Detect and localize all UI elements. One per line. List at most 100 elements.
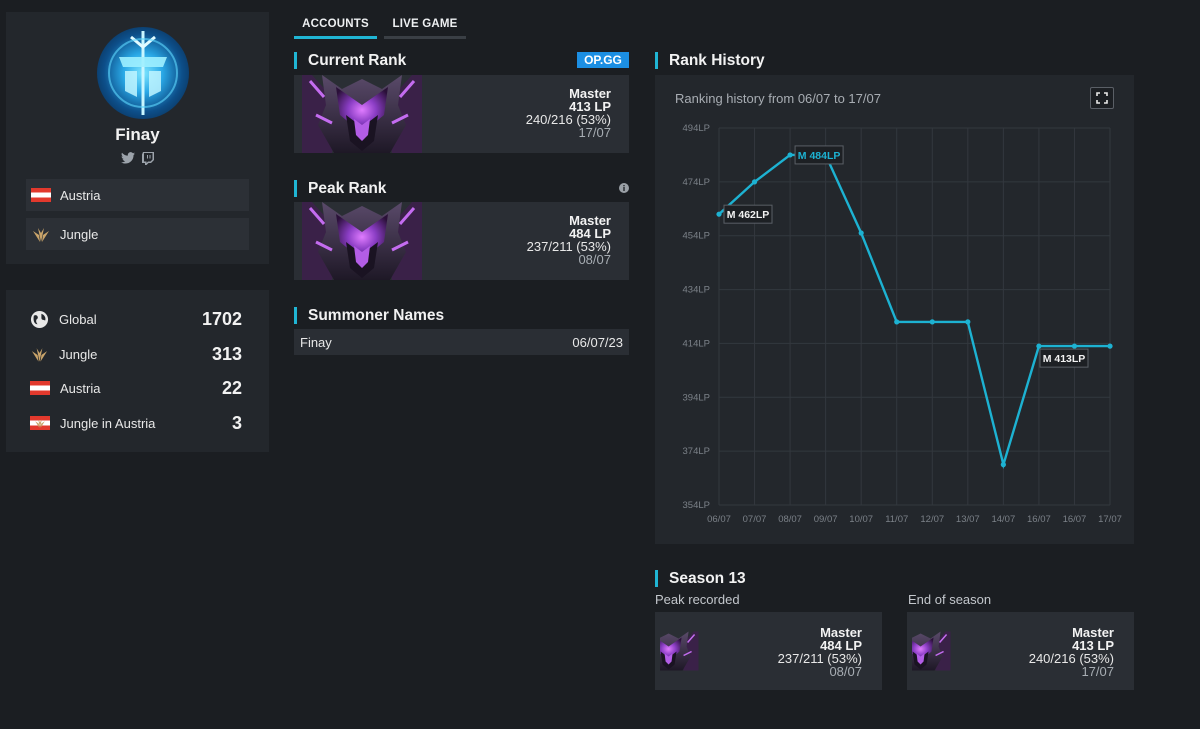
annotation-label: M 413LP: [1043, 353, 1086, 365]
rank-tier: Master: [569, 86, 611, 101]
season-peak-info: Master 484 LP 237/211 (53%) 08/07: [778, 626, 862, 678]
austria-flag-icon: [30, 381, 50, 395]
rank-date: 08/07: [578, 252, 611, 267]
ranking-label: Jungle in Austria: [60, 415, 156, 431]
peak-rank-box: Master 484 LP 237/211 (53%) 08/07: [294, 202, 629, 280]
ranking-value: 3: [231, 412, 242, 433]
data-point[interactable]: [1000, 462, 1006, 468]
player-name: Finay: [115, 125, 160, 144]
rank-winloss: 237/211 (53%): [777, 651, 862, 666]
peak-rank-title: Peak Rank: [294, 180, 386, 197]
jungle-icon: [31, 348, 48, 362]
data-point[interactable]: [929, 319, 935, 325]
jungle-icon: [33, 228, 49, 242]
rank-series-line: [718, 153, 1110, 470]
tab-live-game-indicator: [384, 36, 466, 39]
x-tick-label: 08/07: [778, 514, 802, 525]
rank-winloss: 240/216 (53%): [525, 112, 611, 127]
twitter-icon[interactable]: [121, 152, 135, 164]
opgg-button[interactable]: OP.GG: [577, 52, 629, 68]
y-tick-label: 394LP: [683, 392, 710, 403]
ranking-value: 313: [211, 343, 242, 364]
rank-history-chart: 494LP 474LP 454LP 434LP 414LP 394LP 374LP 354LP…: [683, 123, 1122, 525]
ranking-country: Austria 22: [30, 375, 242, 401]
chart-grid: [718, 127, 1111, 506]
ranking-global: Global 1702: [30, 306, 242, 332]
rank-lp: 484 LP: [820, 638, 862, 653]
x-tick-label: 12/07: [920, 514, 944, 525]
rank-winloss: 240/216 (53%): [1028, 651, 1114, 666]
rank-lp: 484 LP: [569, 226, 611, 241]
globe-icon: [30, 310, 49, 328]
y-tick-label: 474LP: [683, 177, 710, 188]
current-rank-info: Master 413 LP 240/216 (53%) 17/07: [526, 87, 611, 139]
data-point[interactable]: [751, 179, 758, 185]
data-point[interactable]: [1036, 343, 1042, 349]
summoner-name-row: Finay 06/07/23: [294, 329, 629, 355]
rank-date: 08/07: [829, 664, 862, 679]
current-rank-box: Master 413 LP 240/216 (53%) 17/07: [294, 75, 629, 153]
y-tick-label: 434LP: [683, 285, 710, 296]
data-point[interactable]: [894, 319, 900, 325]
rank-history-title: Rank History: [655, 52, 765, 69]
austria-flag-icon: [31, 188, 51, 202]
x-tick-label: 09/07: [814, 514, 838, 525]
y-tick-label: 414LP: [683, 338, 710, 349]
chart-annotation: M 484LP: [794, 145, 844, 165]
rank-date: 17/07: [1081, 664, 1114, 679]
x-tick-label: 06/07: [707, 514, 731, 525]
chart-x-ticks: 06/07 07/07 08/07 09/07 10/07 11/07 12/07 13/07…: [707, 514, 1122, 525]
jungle-austria-icon: [30, 415, 50, 431]
summoner-name-date: 06/07/23: [572, 335, 623, 350]
chart-annotations: M 462LP M 484LP M 413LP: [723, 145, 1089, 368]
peak-rank-info: Master 484 LP 237/211 (53%) 08/07: [527, 214, 611, 266]
rankings-card: Global 1702 Jungle 313 Austria 22 Jungle…: [6, 290, 269, 452]
season-title: Season 13: [655, 570, 746, 587]
chart-y-ticks: 494LP 474LP 454LP 434LP 414LP 394LP 374LP 354LP: [683, 123, 710, 511]
data-point[interactable]: [1071, 343, 1078, 349]
twitch-icon[interactable]: [142, 152, 154, 165]
chart-annotation: M 413LP: [1039, 348, 1089, 368]
annotation-label: M 484LP: [798, 150, 841, 162]
summoner-name: Finay: [300, 335, 332, 350]
avatar: [97, 27, 189, 119]
data-point[interactable]: [858, 230, 864, 236]
annotation-label: M 462LP: [727, 209, 770, 221]
rank-history-card: Ranking history from 06/07 to 17/07 494L…: [655, 75, 1134, 544]
tag-label: Jungle: [60, 226, 99, 242]
ranking-value: 22: [221, 377, 242, 398]
ranking-label: Austria: [60, 380, 101, 396]
data-point[interactable]: [1107, 343, 1113, 349]
tab-live-game[interactable]: LIVE GAME: [392, 18, 458, 30]
x-tick-label: 13/07: [956, 514, 980, 525]
data-point[interactable]: [965, 319, 971, 325]
rank-lp: 413 LP: [1072, 638, 1114, 653]
tag-label: Austria: [60, 187, 101, 203]
tab-accounts[interactable]: ACCOUNTS: [302, 18, 369, 30]
y-tick-label: 354LP: [683, 500, 710, 511]
data-point[interactable]: [787, 152, 793, 158]
rank-tier: Master: [1072, 625, 1114, 640]
master-emblem-icon: [660, 614, 720, 688]
tag-role: Jungle: [26, 218, 249, 250]
y-tick-label: 374LP: [683, 446, 710, 457]
x-tick-label: 11/07: [885, 514, 908, 525]
ranking-label: Jungle: [59, 346, 98, 362]
season-peak-box: Master 484 LP 237/211 (53%) 08/07: [655, 612, 882, 690]
season-end-box: Master 413 LP 240/216 (53%) 17/07: [907, 612, 1134, 690]
master-emblem-icon: [302, 202, 422, 280]
y-tick-label: 454LP: [683, 231, 710, 242]
ranking-jungle-in-country: Jungle in Austria 3: [30, 410, 242, 436]
season-end-info: Master 413 LP 240/216 (53%) 17/07: [1029, 626, 1114, 678]
ranking-jungle: Jungle 313: [30, 341, 242, 367]
fullscreen-icon: [1096, 92, 1108, 104]
x-tick-label: 17/07: [1098, 514, 1122, 525]
fullscreen-button[interactable]: [1090, 87, 1114, 109]
data-point[interactable]: [716, 211, 722, 217]
rank-winloss: 237/211 (53%): [526, 239, 611, 254]
x-tick-label: 16/07: [1027, 514, 1051, 525]
chart-points: [716, 152, 1113, 468]
y-tick-label: 494LP: [683, 123, 710, 134]
chart-annotation: M 462LP: [723, 204, 773, 224]
info-icon[interactable]: [619, 183, 629, 193]
